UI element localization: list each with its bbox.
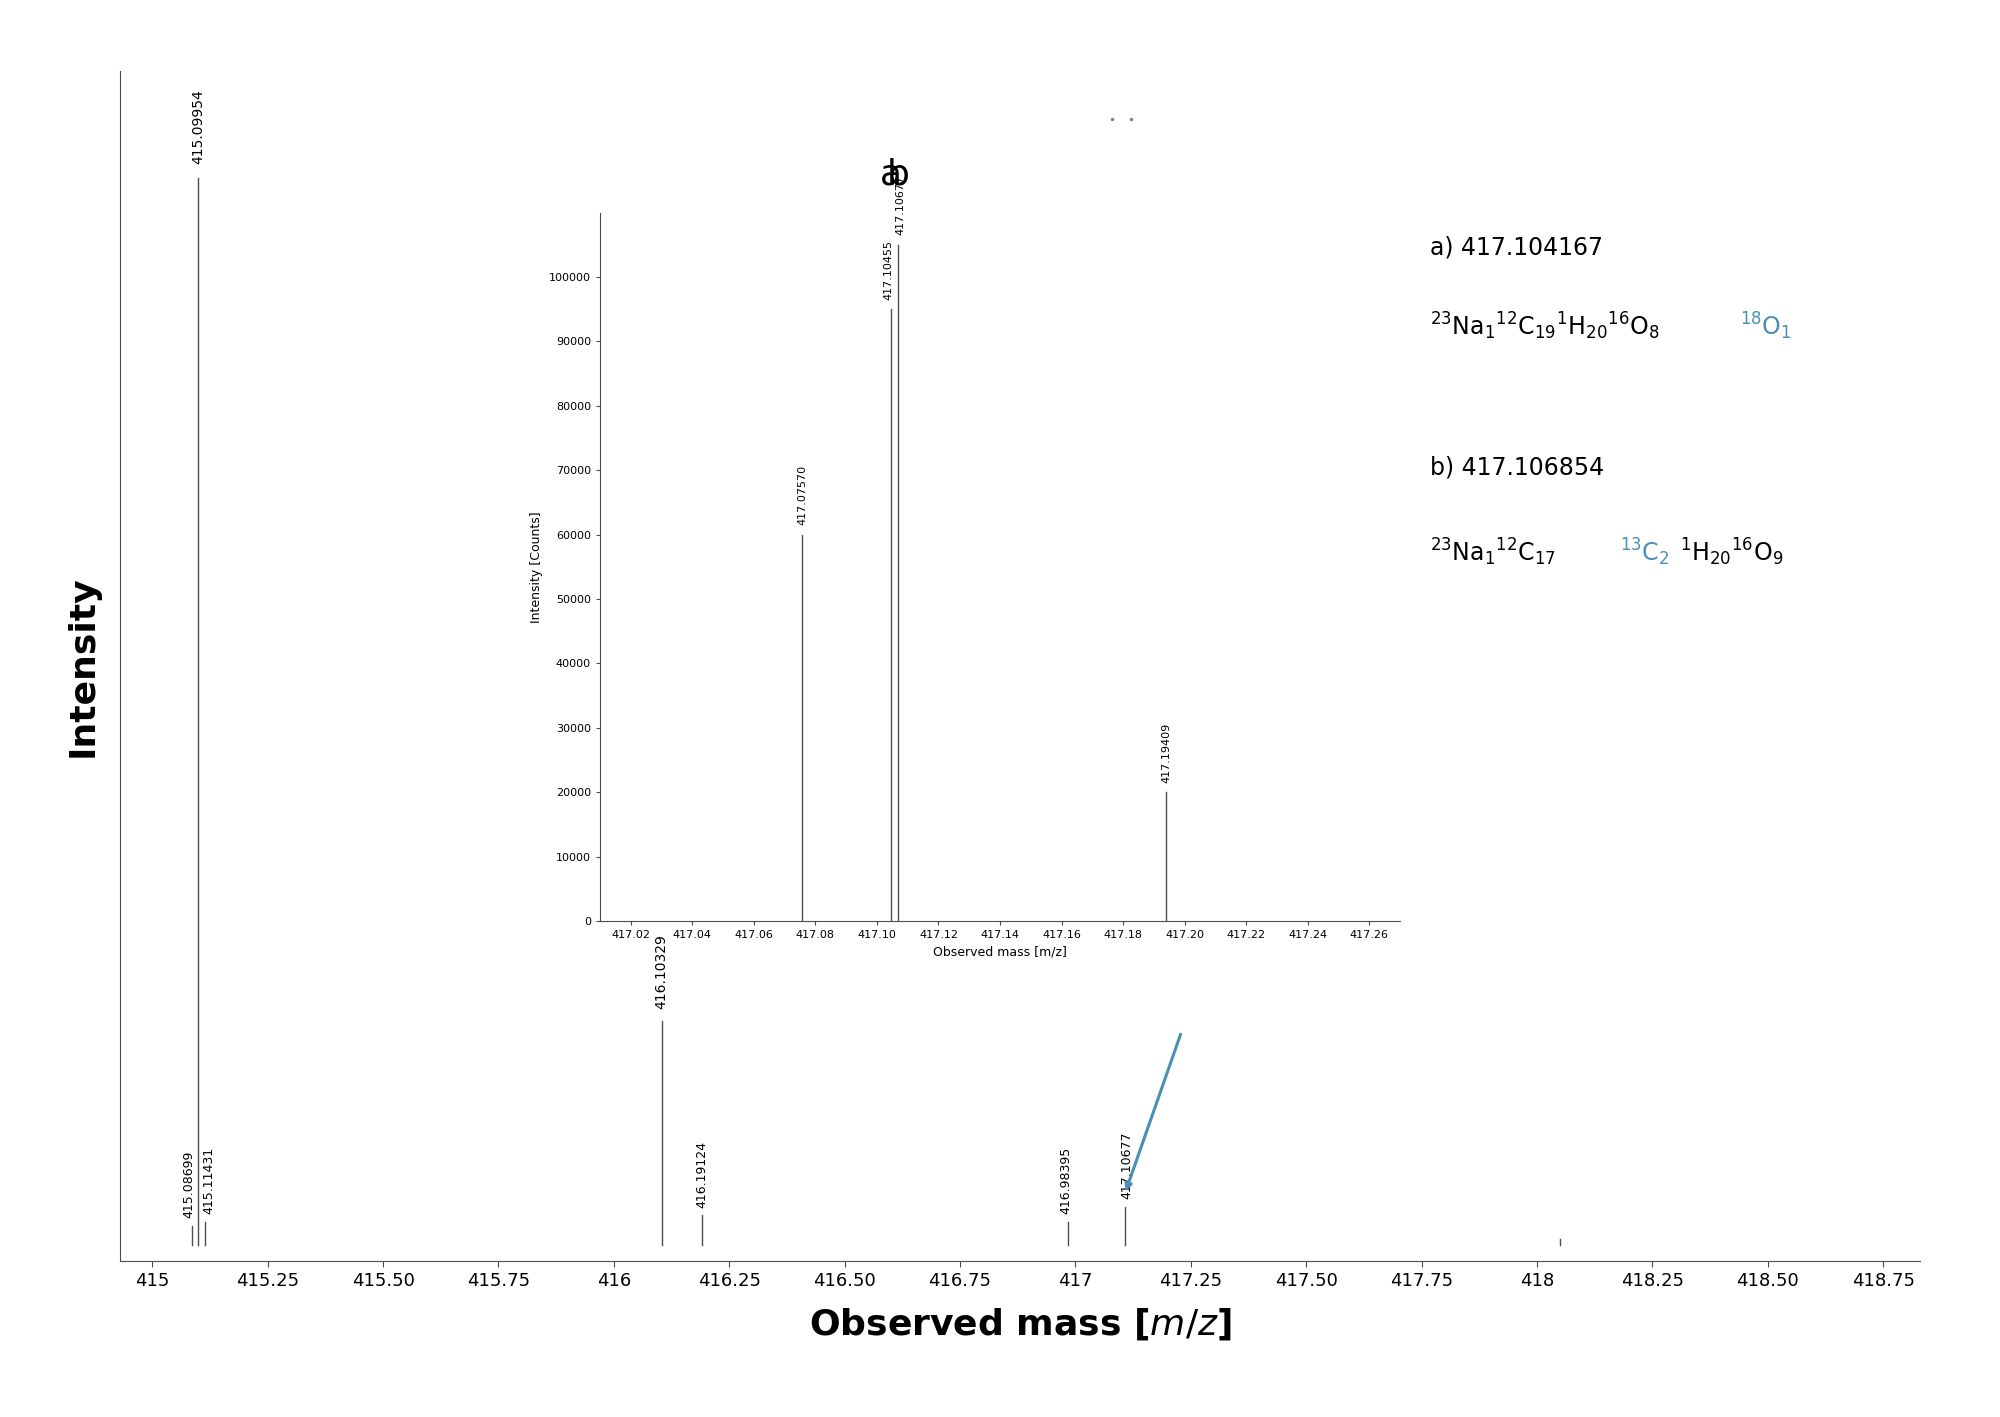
Text: b) 417.106854: b) 417.106854 — [1430, 456, 1604, 479]
Text: $^{23}$Na$_1$$^{12}$C$_{19}$$^{1}$H$_{20}$$^{16}$O$_8$: $^{23}$Na$_1$$^{12}$C$_{19}$$^{1}$H$_{20… — [1430, 310, 1660, 341]
Text: 417.10455: 417.10455 — [884, 239, 894, 299]
Text: 416.98395: 416.98395 — [1060, 1146, 1072, 1214]
Text: a) 417.104167: a) 417.104167 — [1430, 237, 1604, 259]
Text: b: b — [886, 157, 910, 191]
Text: 416.10329: 416.10329 — [654, 934, 668, 1009]
Text: 417.10677: 417.10677 — [896, 174, 906, 235]
Text: 415.09954: 415.09954 — [192, 89, 206, 164]
X-axis label: Observed mass [m/z]: Observed mass [m/z] — [934, 945, 1066, 959]
Text: 416.19124: 416.19124 — [696, 1141, 708, 1207]
Y-axis label: Intensity [Counts]: Intensity [Counts] — [530, 512, 544, 622]
Text: $^{23}$Na$_1$$^{12}$C$_{17}$: $^{23}$Na$_1$$^{12}$C$_{17}$ — [1430, 537, 1556, 568]
Text: 417.10677: 417.10677 — [1120, 1132, 1134, 1199]
Text: $^{13}$C$_2$: $^{13}$C$_2$ — [1620, 537, 1670, 568]
Text: 415.08699: 415.08699 — [182, 1151, 196, 1219]
Text: a: a — [880, 157, 902, 191]
Text: 417.07570: 417.07570 — [798, 465, 808, 524]
Text: $^{1}$H$_{20}$$^{16}$O$_9$: $^{1}$H$_{20}$$^{16}$O$_9$ — [1680, 537, 1784, 568]
Text: 415.11431: 415.11431 — [202, 1146, 216, 1214]
Text: $^{18}$O$_1$: $^{18}$O$_1$ — [1740, 310, 1792, 341]
X-axis label: Observed mass [$m/z$]: Observed mass [$m/z$] — [808, 1306, 1232, 1342]
Text: 417.19409: 417.19409 — [1162, 723, 1172, 782]
Y-axis label: Intensity: Intensity — [66, 575, 100, 757]
